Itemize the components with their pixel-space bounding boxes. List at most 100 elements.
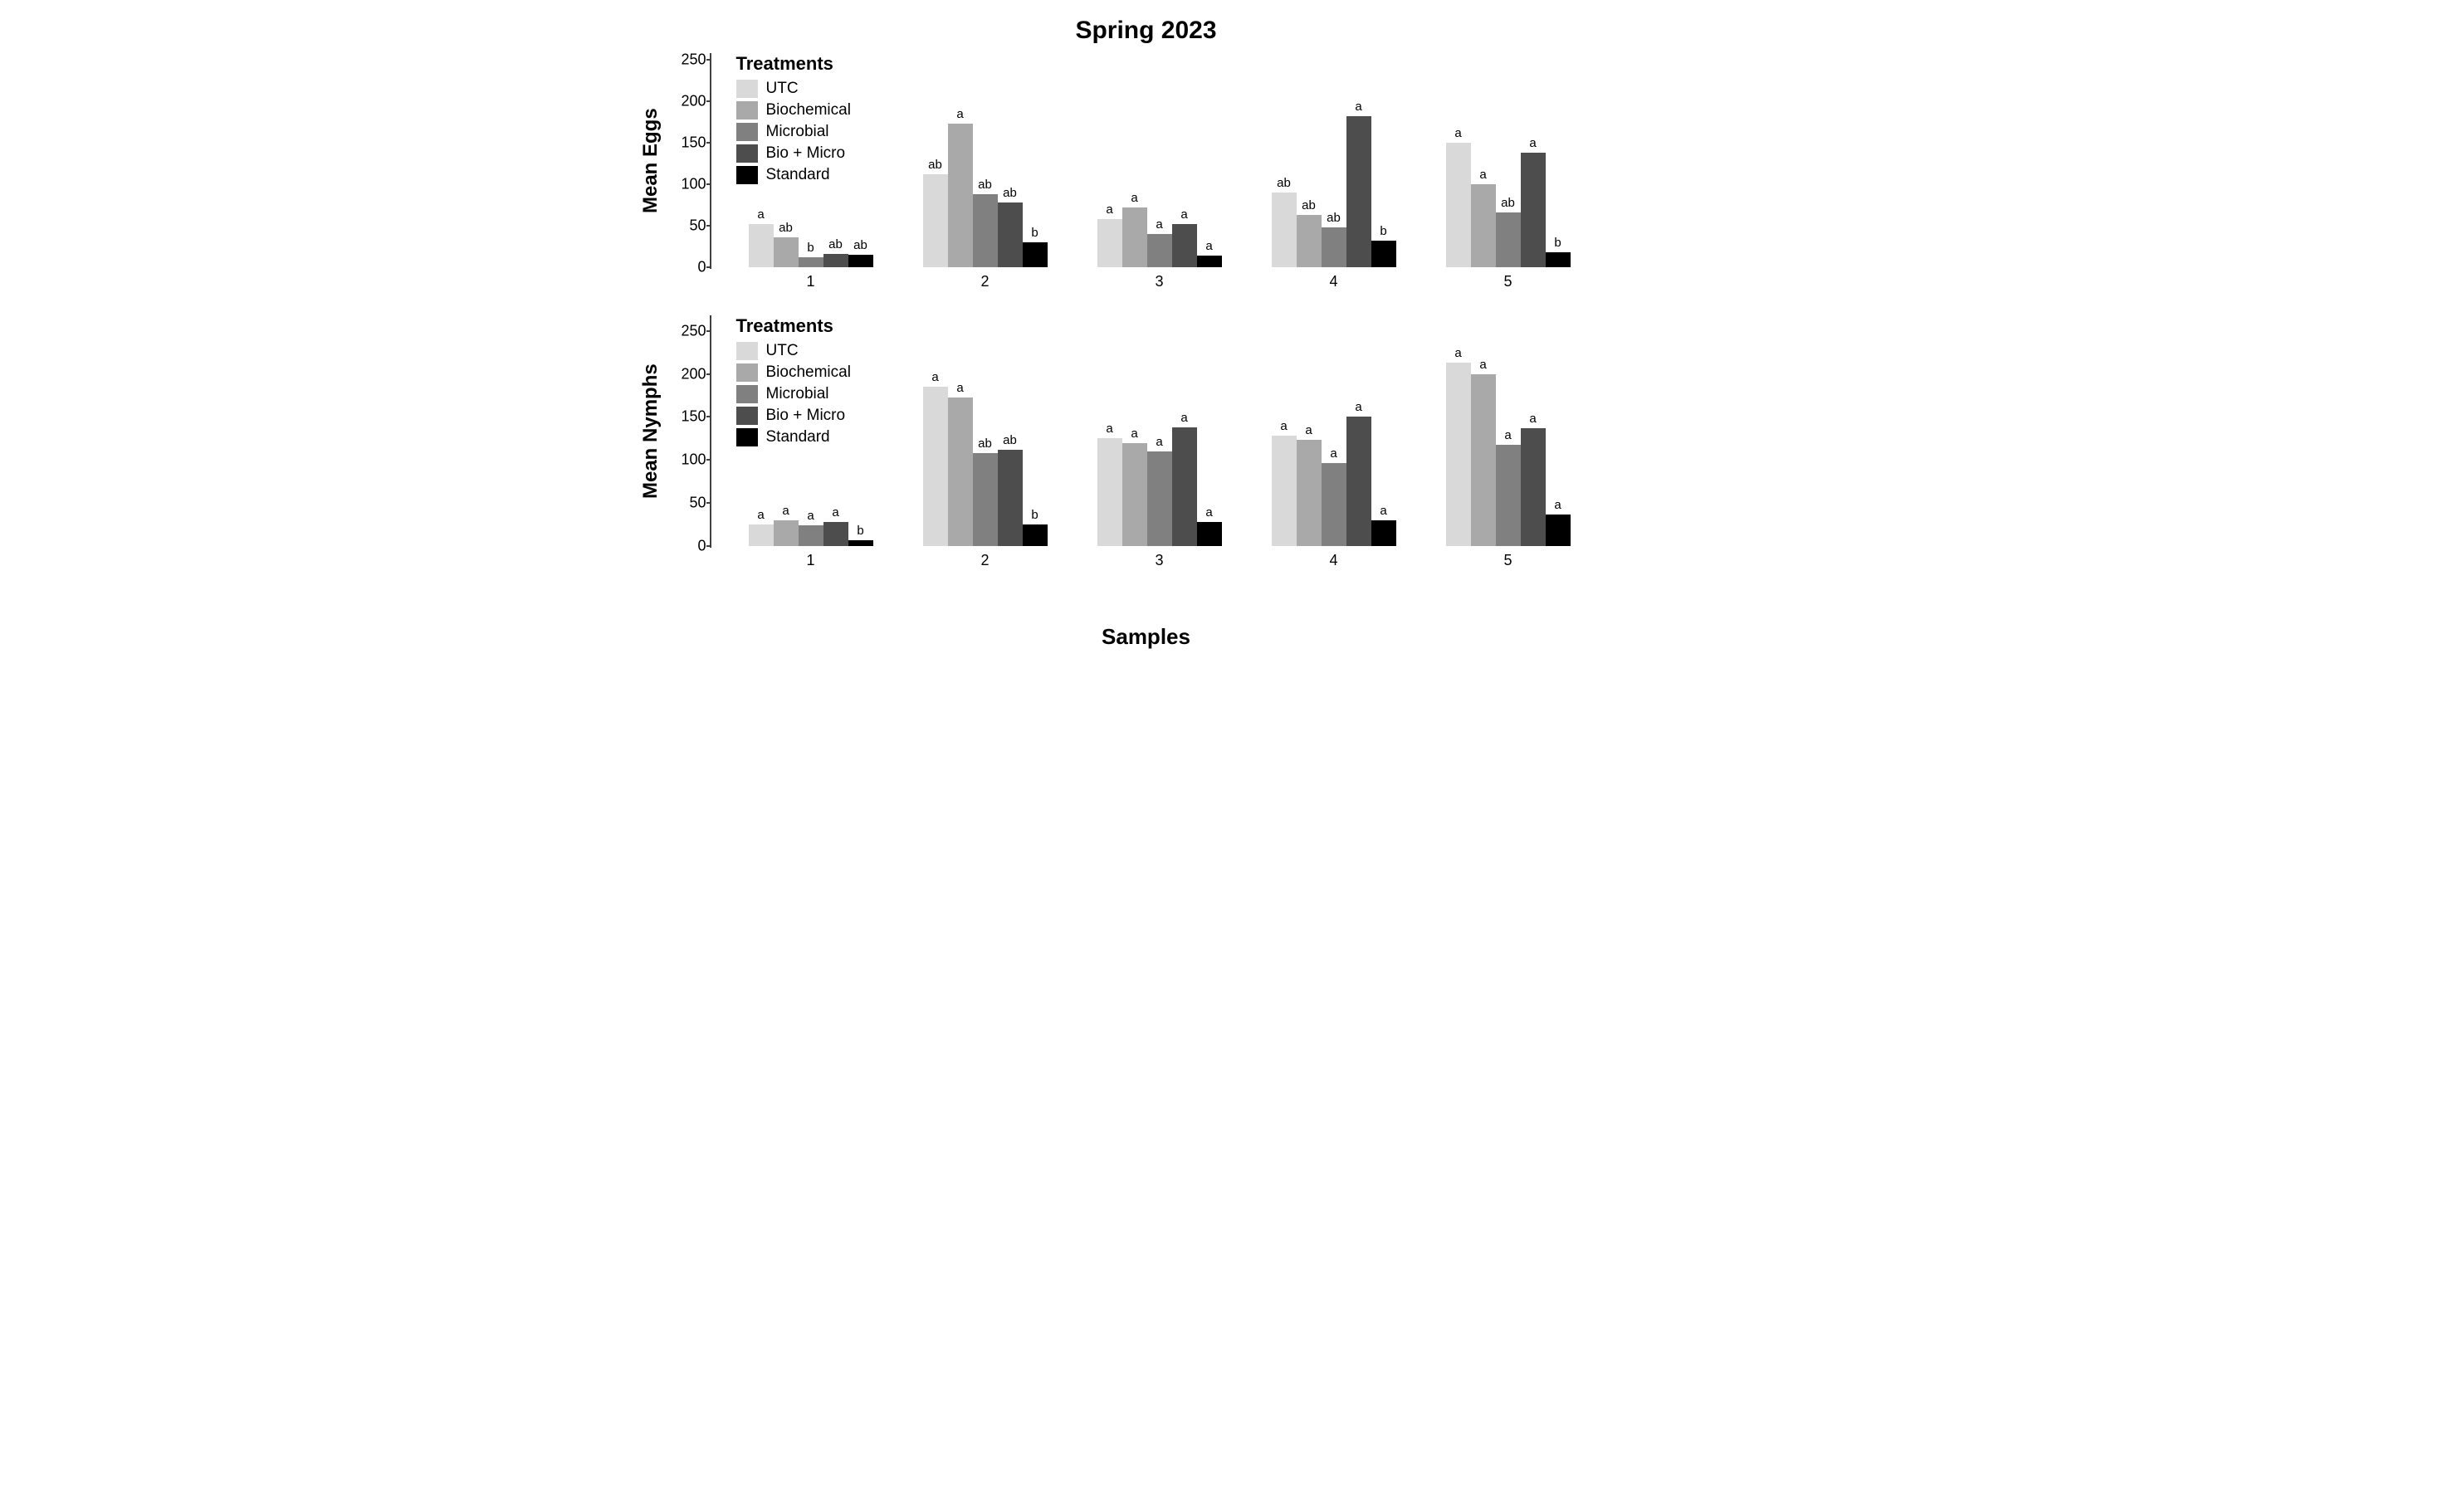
bar-letter-label: a (1479, 168, 1486, 182)
bar-letter-label: a (1106, 422, 1112, 436)
bar-letter-label: a (757, 207, 764, 222)
bar (1023, 242, 1048, 267)
bar (749, 224, 774, 267)
bar-letter-label: a (1479, 358, 1486, 372)
bar-wrap: ab (1496, 212, 1521, 267)
bar (973, 453, 998, 546)
bar (948, 398, 973, 546)
bar (1322, 463, 1346, 546)
bar-letter-label: ab (828, 237, 843, 251)
legend-label: Standard (766, 428, 830, 446)
y-tick-label: 100 (670, 176, 706, 193)
legend-swatch (736, 101, 758, 119)
bar-wrap: ab (923, 174, 948, 267)
y-tick-label: 50 (670, 495, 706, 512)
bar (1322, 227, 1346, 267)
bar-wrap: b (1546, 252, 1571, 267)
bar-letter-label: ab (779, 221, 793, 235)
bar (1197, 522, 1222, 546)
bar-wrap: a (1172, 427, 1197, 546)
bar (1147, 451, 1172, 546)
bar (1097, 219, 1122, 267)
y-tick-mark (706, 183, 711, 185)
bar-letter-label: a (807, 509, 814, 523)
legend-item: Biochemical (736, 101, 944, 119)
bar (1023, 524, 1048, 546)
bar (1297, 215, 1322, 267)
x-tick-label: 2 (980, 552, 989, 569)
bar (823, 254, 848, 267)
bar-group: aaaaa (1272, 417, 1396, 546)
bar (799, 257, 823, 267)
legend-label: Biochemical (766, 363, 851, 382)
legend-item: Microbial (736, 123, 944, 141)
panels-container: Mean Eggs050100150200250aabbabab1abaabab… (632, 53, 1827, 594)
bar-letter-label: a (931, 370, 938, 384)
bar (1446, 363, 1471, 546)
y-tick-label: 150 (670, 408, 706, 426)
bar (1122, 443, 1147, 546)
bar-wrap: a (1546, 515, 1571, 546)
bar-wrap: ab (998, 202, 1023, 267)
bar-letter-label: a (1305, 423, 1312, 437)
bar-letter-label: a (1131, 427, 1137, 441)
bar (1446, 143, 1471, 267)
bar-wrap: a (1172, 224, 1197, 267)
bar-wrap: a (749, 224, 774, 267)
bar-wrap: a (1446, 363, 1471, 546)
bar-letter-label: a (1106, 202, 1112, 217)
legend-label: UTC (766, 342, 799, 360)
bar-wrap: a (749, 524, 774, 546)
bar (1272, 193, 1297, 267)
bar-letter-label: ab (1302, 198, 1316, 212)
bar-wrap: a (1322, 463, 1346, 546)
bar-letter-label: ab (853, 238, 867, 252)
bar-wrap: b (1023, 524, 1048, 546)
x-tick-label: 1 (806, 273, 814, 290)
bar-letter-label: b (1380, 224, 1386, 238)
bar (1272, 436, 1297, 546)
bar (923, 387, 948, 546)
bar-letter-label: b (1031, 508, 1038, 522)
y-tick-label: 250 (670, 322, 706, 339)
bar-group: aaaaa (1097, 207, 1222, 267)
bar-group: abaababb (923, 124, 1048, 267)
bar-letter-label: b (857, 524, 863, 538)
legend: TreatmentsUTCBiochemicalMicrobialBio + M… (711, 315, 944, 548)
bar-wrap: a (1297, 440, 1322, 546)
bar-wrap: ab (1322, 227, 1346, 267)
bar-wrap: b (1371, 241, 1396, 267)
bar-wrap: ab (774, 237, 799, 267)
bar (1371, 520, 1396, 546)
plot-wrap: 050100150200250aabbabab1abaababb2aaaaa3a… (665, 53, 711, 269)
bar-letter-label: ab (1501, 196, 1515, 210)
bar (749, 524, 774, 546)
bar-wrap: a (1097, 438, 1122, 546)
legend-swatch (736, 363, 758, 382)
bar (948, 124, 973, 267)
bar (1122, 207, 1147, 267)
legend-swatch (736, 342, 758, 360)
panel-row: Mean Eggs050100150200250aabbabab1abaabab… (632, 53, 1827, 269)
legend-item: Microbial (736, 385, 944, 403)
bar-letter-label: a (956, 107, 963, 121)
bar (1471, 374, 1496, 546)
bar (1546, 252, 1571, 267)
bar-wrap: a (1197, 256, 1222, 267)
bar-group: aaababb (923, 387, 1048, 546)
legend-label: Microbial (766, 385, 829, 403)
legend-swatch (736, 166, 758, 184)
bar-letter-label: a (782, 504, 789, 518)
bar-wrap: a (799, 525, 823, 546)
x-tick-label: 1 (806, 552, 814, 569)
y-tick-label: 0 (670, 259, 706, 276)
bar (1197, 256, 1222, 267)
bar-letter-label: b (1554, 236, 1561, 250)
bar-group: abababab (1272, 116, 1396, 267)
y-tick-mark (706, 266, 711, 268)
y-tick-label: 200 (670, 365, 706, 383)
bar-letter-label: ab (978, 178, 992, 192)
bar-letter-label: a (1131, 191, 1137, 205)
legend-label: UTC (766, 80, 799, 98)
bar (1521, 428, 1546, 546)
